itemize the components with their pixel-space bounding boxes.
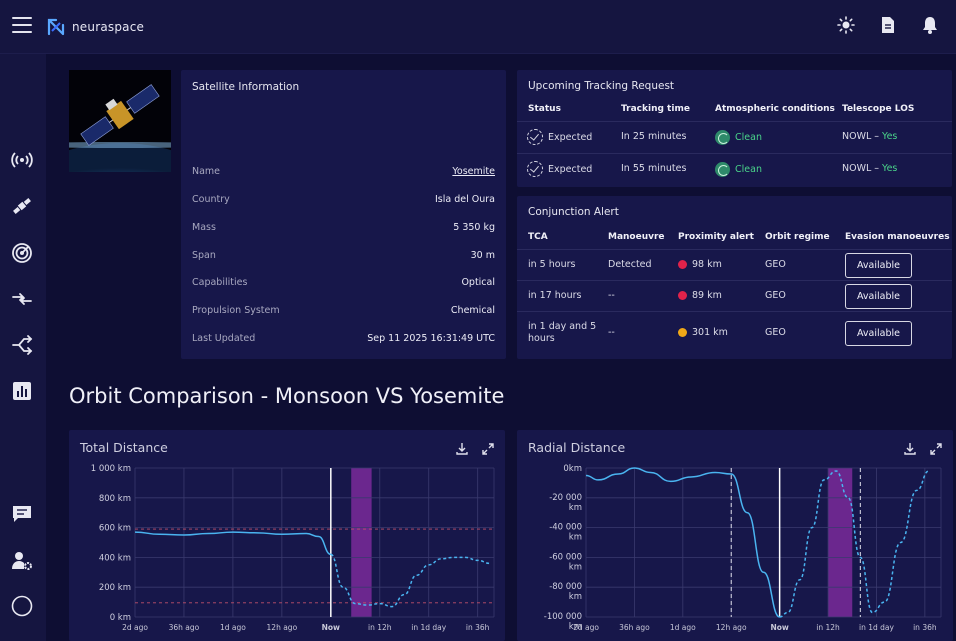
radial-distance-chart: 0km -20 000 km -40 000 km -60 000 km -80 000 km -…	[544, 464, 942, 632]
x-tick-label: 12h ago	[267, 623, 298, 632]
expand-icon[interactable]	[481, 442, 495, 456]
y-tick-label: 0 km	[110, 613, 131, 623]
x-tick-label: in 1d day	[411, 623, 446, 632]
x-tick-label: in 12h	[368, 623, 392, 632]
radar-icon[interactable]	[11, 242, 33, 264]
total-distance-chart-card: 1 000 km 800 km 600 km 400 km 200 km 0 km 2d a…	[69, 430, 505, 641]
y-tick-label: 800 km	[99, 494, 131, 504]
historic-series-line	[585, 467, 781, 618]
evasion-available-button[interactable]: Available	[845, 284, 912, 309]
expand-icon[interactable]	[929, 442, 943, 456]
x-tick-label: 2d ago	[573, 623, 599, 632]
broadcast-icon[interactable]	[11, 149, 33, 171]
theme-icon[interactable]	[836, 15, 856, 35]
predicted-series-line	[779, 470, 930, 618]
table-row: in 5 hours Detected 98 km GEO Available	[517, 249, 952, 280]
table-row: Expected In 55 minutes Clean NOWL – Yes	[517, 153, 952, 185]
expected-status-icon	[527, 129, 543, 145]
info-row-capabilities: Capabilities Optical	[192, 277, 495, 288]
info-row-span: Span 30 m	[192, 250, 495, 261]
clean-weather-icon	[715, 130, 730, 145]
download-icon[interactable]	[903, 442, 917, 456]
info-row-propulsion: Propulsion System Chemical	[192, 305, 495, 316]
satellite-info-title: Satellite Information	[192, 81, 300, 93]
x-tick-label: in 1d day	[859, 623, 894, 632]
satellite-photo	[69, 70, 171, 172]
y-tick-label: -40 000 km	[549, 523, 582, 543]
satellite-info-card: Satellite Information Name Yosemite Coun…	[181, 70, 506, 359]
y-tick-label: 600 km	[99, 524, 131, 534]
satellite-image	[69, 70, 171, 172]
x-tick-label: 2d ago	[122, 623, 148, 632]
app-name: neuraspace	[72, 20, 145, 34]
evasion-available-button[interactable]: Available	[845, 321, 912, 346]
bell-icon[interactable]	[920, 15, 940, 35]
y-tick-label: 200 km	[99, 583, 131, 593]
info-row-mass: Mass 5 350 kg	[192, 222, 495, 233]
download-icon[interactable]	[455, 442, 469, 456]
highlight-band	[828, 468, 853, 617]
conjunction-title: Conjunction Alert	[528, 206, 619, 218]
y-tick-label: -20 000 km	[549, 493, 582, 513]
proximity-alert-icon	[678, 291, 687, 300]
y-tick-label: -100 000 km	[544, 612, 582, 632]
info-row-name: Name Yosemite	[192, 166, 495, 180]
top-bar: neuraspace	[0, 0, 956, 54]
x-tick-label: 12h ago	[716, 623, 747, 632]
circle-icon[interactable]	[11, 595, 33, 617]
satellite-icon[interactable]	[11, 195, 33, 217]
conjunction-alert-card: Conjunction Alert TCA Manoeuvre Proximit…	[517, 196, 952, 359]
historic-series-line	[134, 531, 332, 556]
sidebar	[0, 54, 46, 641]
satellite-name-link[interactable]: Yosemite	[452, 166, 495, 177]
tracking-title: Upcoming Tracking Request	[528, 80, 675, 92]
radial-distance-chart-card: 0km -20 000 km -40 000 km -60 000 km -80 000 km -…	[517, 430, 953, 641]
x-tick-label: 1d ago	[670, 623, 696, 632]
expected-status-icon	[527, 161, 543, 177]
analytics-icon[interactable]	[11, 380, 33, 402]
y-tick-label: 1 000 km	[91, 464, 131, 474]
proximity-alert-icon	[678, 260, 687, 269]
chart-title: Total Distance	[80, 440, 168, 455]
x-tick-label: 36h ago	[619, 623, 650, 632]
y-tick-label: -80 000 km	[549, 582, 582, 602]
x-tick-label: Now	[770, 623, 788, 632]
x-tick-label: in 12h	[816, 623, 840, 632]
tracking-request-card: Upcoming Tracking Request Status Trackin…	[517, 70, 952, 187]
chat-icon[interactable]	[11, 503, 33, 525]
x-tick-label: in 36h	[466, 623, 490, 632]
highlight-band	[351, 468, 372, 617]
info-row-last-updated: Last Updated Sep 11 2025 16:31:49 UTC	[192, 333, 495, 344]
orbit-comparison-title: Orbit Comparison - Monsoon VS Yosemite	[69, 384, 505, 408]
x-tick-label: Now	[322, 623, 340, 632]
menu-icon[interactable]	[12, 17, 32, 33]
table-row: Expected In 25 minutes Clean NOWL – Yes	[517, 121, 952, 153]
y-tick-label: -60 000 km	[549, 552, 582, 572]
y-tick-label: 400 km	[99, 553, 131, 563]
y-tick-label: 0km	[563, 464, 582, 474]
info-row-country: Country Isla del Oura	[192, 194, 495, 205]
evasion-available-button[interactable]: Available	[845, 253, 912, 278]
x-tick-label: 36h ago	[169, 623, 200, 632]
document-icon[interactable]	[878, 15, 898, 35]
clean-weather-icon	[715, 162, 730, 177]
proximity-alert-icon	[678, 328, 687, 337]
share-icon[interactable]	[11, 334, 33, 356]
x-tick-label: 1d ago	[220, 623, 246, 632]
x-tick-label: in 36h	[913, 623, 937, 632]
chart-title: Radial Distance	[528, 440, 626, 455]
table-row: in 17 hours -- 89 km GEO Available	[517, 280, 952, 311]
table-row: in 1 day and 5 hours -- 301 km GEO Avail…	[517, 311, 952, 355]
app-logo[interactable]: neuraspace	[46, 17, 144, 37]
neuraspace-logo-icon	[47, 18, 65, 36]
user-settings-icon[interactable]	[11, 550, 33, 572]
compare-icon[interactable]	[11, 288, 33, 310]
